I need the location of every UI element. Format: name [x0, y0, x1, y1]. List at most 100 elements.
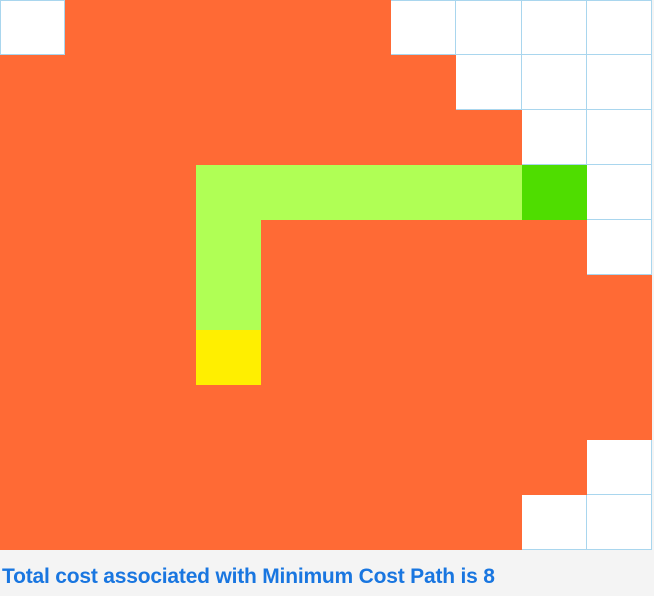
grid-cell-visited[interactable]: [325, 385, 392, 440]
grid-cell-visited[interactable]: [130, 110, 196, 165]
grid-cell-visited[interactable]: [456, 495, 522, 550]
grid-cell-visited[interactable]: [260, 440, 326, 495]
grid-cell-empty[interactable]: [391, 0, 457, 55]
grid-cell-visited[interactable]: [325, 220, 392, 275]
grid-cell-visited[interactable]: [130, 275, 196, 330]
grid-cell-path[interactable]: [391, 165, 457, 220]
grid-cell-visited[interactable]: [65, 0, 131, 55]
grid-cell-visited[interactable]: [260, 330, 326, 385]
grid-cell-visited[interactable]: [65, 495, 131, 550]
grid-cell-empty[interactable]: [586, 495, 652, 550]
grid-cell-empty[interactable]: [586, 55, 652, 110]
grid-cell-visited[interactable]: [391, 275, 457, 330]
grid-cell-visited[interactable]: [130, 55, 196, 110]
grid-cell-empty[interactable]: [0, 0, 66, 55]
grid-cell-visited[interactable]: [0, 165, 66, 220]
grid-cell-visited[interactable]: [521, 220, 587, 275]
grid-cell-visited[interactable]: [65, 330, 131, 385]
grid-cell-visited[interactable]: [130, 0, 196, 55]
grid-cell-visited[interactable]: [0, 330, 66, 385]
grid-cell-visited[interactable]: [0, 495, 66, 550]
grid-cell-visited[interactable]: [586, 330, 652, 385]
grid-cell-empty[interactable]: [586, 0, 652, 55]
grid-cell-visited[interactable]: [260, 275, 326, 330]
grid-cell-visited[interactable]: [130, 385, 196, 440]
grid-cell-visited[interactable]: [195, 110, 261, 165]
grid-cell-visited[interactable]: [456, 385, 522, 440]
grid-cell-visited[interactable]: [521, 440, 587, 495]
grid-cell-empty[interactable]: [456, 0, 522, 55]
grid-cell-visited[interactable]: [391, 220, 457, 275]
grid-cell-visited[interactable]: [65, 440, 131, 495]
grid-cell-visited[interactable]: [130, 330, 196, 385]
grid-cell-visited[interactable]: [325, 55, 392, 110]
grid-cell-visited[interactable]: [325, 440, 392, 495]
grid-cell-visited[interactable]: [325, 110, 392, 165]
grid-cell-visited[interactable]: [65, 110, 131, 165]
grid-cell-visited[interactable]: [391, 55, 457, 110]
grid-cell-visited[interactable]: [456, 440, 522, 495]
grid-cell-visited[interactable]: [65, 385, 131, 440]
grid-cell-visited[interactable]: [0, 220, 66, 275]
grid-cell-path[interactable]: [456, 165, 522, 220]
grid-cell-visited[interactable]: [586, 385, 652, 440]
grid-cell-visited[interactable]: [260, 220, 326, 275]
grid-cell-empty[interactable]: [521, 495, 587, 550]
grid-cell-visited[interactable]: [65, 55, 131, 110]
grid-cell-visited[interactable]: [325, 0, 392, 55]
grid-cell-visited[interactable]: [0, 110, 66, 165]
grid-cell-empty[interactable]: [521, 0, 587, 55]
grid-cell-visited[interactable]: [391, 440, 457, 495]
grid-cell-empty[interactable]: [521, 110, 587, 165]
grid-cell-visited[interactable]: [130, 165, 196, 220]
grid-cell-visited[interactable]: [0, 440, 66, 495]
grid-cell-visited[interactable]: [0, 55, 66, 110]
grid-cell-visited[interactable]: [65, 165, 131, 220]
grid-cell-visited[interactable]: [586, 275, 652, 330]
grid-cell-visited[interactable]: [456, 220, 522, 275]
grid-cell-visited[interactable]: [130, 495, 196, 550]
grid-cell-visited[interactable]: [260, 0, 326, 55]
grid-cell-visited[interactable]: [260, 110, 326, 165]
grid-cell-visited[interactable]: [130, 440, 196, 495]
grid-cell-visited[interactable]: [195, 495, 261, 550]
grid-cell-visited[interactable]: [65, 220, 131, 275]
grid-cell-visited[interactable]: [456, 275, 522, 330]
grid-cell-visited[interactable]: [260, 495, 326, 550]
grid-cell-visited[interactable]: [195, 385, 261, 440]
grid-cell-visited[interactable]: [195, 55, 261, 110]
grid-cell-start[interactable]: [195, 330, 261, 385]
grid-cell-visited[interactable]: [521, 385, 587, 440]
grid-cell-visited[interactable]: [260, 385, 326, 440]
grid-cell-visited[interactable]: [391, 330, 457, 385]
grid-cell-goal[interactable]: [521, 165, 587, 220]
grid-cell-visited[interactable]: [65, 275, 131, 330]
grid-cell-visited[interactable]: [325, 495, 392, 550]
grid-cell-empty[interactable]: [521, 55, 587, 110]
grid-cell-visited[interactable]: [391, 495, 457, 550]
grid-cell-visited[interactable]: [456, 110, 522, 165]
grid-cell-path[interactable]: [195, 275, 261, 330]
grid-cell-visited[interactable]: [325, 275, 392, 330]
grid-cell-visited[interactable]: [130, 220, 196, 275]
grid-cell-visited[interactable]: [521, 330, 587, 385]
grid-cell-visited[interactable]: [0, 275, 66, 330]
grid-cell-empty[interactable]: [586, 165, 652, 220]
grid-cell-visited[interactable]: [195, 440, 261, 495]
grid-cell-path[interactable]: [195, 220, 261, 275]
grid-cell-path[interactable]: [260, 165, 326, 220]
grid-cell-path[interactable]: [325, 165, 392, 220]
grid-cell-visited[interactable]: [325, 330, 392, 385]
grid-cell-empty[interactable]: [586, 220, 652, 275]
grid-cell-visited[interactable]: [521, 275, 587, 330]
grid-cell-visited[interactable]: [260, 55, 326, 110]
grid-cell-visited[interactable]: [195, 0, 261, 55]
grid-cell-empty[interactable]: [586, 110, 652, 165]
grid-cell-visited[interactable]: [391, 110, 457, 165]
grid-cell-path[interactable]: [195, 165, 261, 220]
grid-cell-visited[interactable]: [0, 385, 66, 440]
grid-cell-visited[interactable]: [456, 330, 522, 385]
grid-cell-empty[interactable]: [456, 55, 522, 110]
grid-cell-empty[interactable]: [586, 440, 652, 495]
grid-cell-visited[interactable]: [391, 385, 457, 440]
